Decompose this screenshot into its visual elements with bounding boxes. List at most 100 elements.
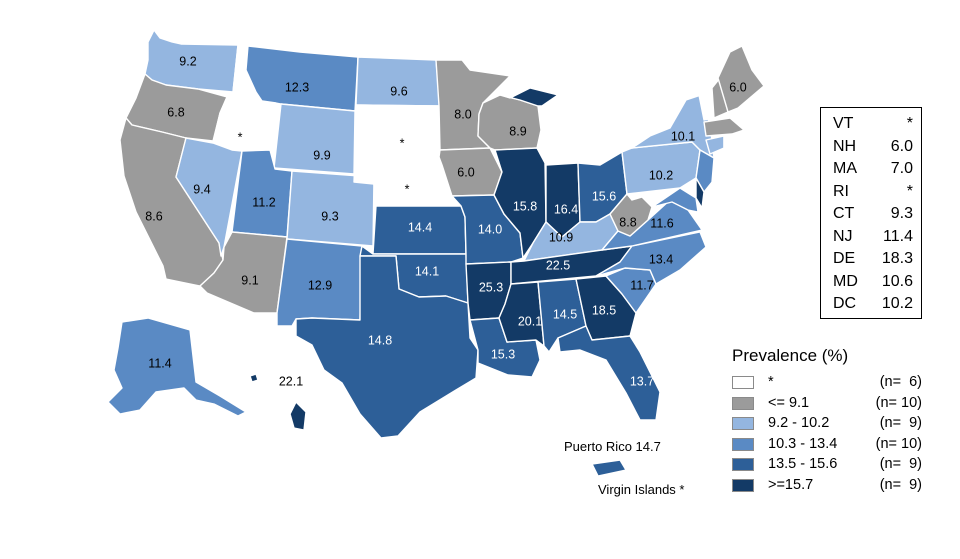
state-de[interactable] xyxy=(695,177,705,209)
state-ak[interactable] xyxy=(107,317,247,417)
value-label-ms: 20.1 xyxy=(518,314,542,328)
value-label-az: 9.1 xyxy=(241,273,258,287)
legend-swatch xyxy=(732,376,754,389)
state-value-labels: 9.2 6.8 8.6 * 9.4 12.3 9.9 11.2 9.1 9.3 12.9 9.6 * * 1… xyxy=(145,54,746,388)
value-label-mi: 15.8 xyxy=(563,148,587,162)
territory-pr[interactable] xyxy=(591,459,627,477)
legend-range-label: 10.3 - 13.4 xyxy=(768,435,838,452)
value-label-wa: 9.2 xyxy=(179,54,196,68)
value-label-me: 6.0 xyxy=(729,80,746,94)
state-me[interactable] xyxy=(717,45,765,113)
state-nc[interactable] xyxy=(595,231,707,285)
inset-state-value: 10.6 xyxy=(881,272,913,290)
legend-range-label: 13.5 - 15.6 xyxy=(768,456,838,472)
legend-count-label: (n= 9) xyxy=(879,415,922,431)
inset-state-code: DC xyxy=(833,295,857,312)
legend-item: 10.3 - 13.4 (n= 10) xyxy=(732,436,932,454)
inset-row-dc: DC 10.2 xyxy=(821,295,921,318)
state-il[interactable] xyxy=(493,147,547,259)
value-label-wy: 9.9 xyxy=(313,148,330,162)
legend-title: Prevalence (%) xyxy=(732,346,849,365)
value-label-ia: 6.0 xyxy=(457,165,474,179)
value-label-nv: 9.4 xyxy=(193,182,210,196)
value-label-ut: 11.2 xyxy=(252,195,275,209)
legend-item: 9.2 - 10.2 (n= 9) xyxy=(732,415,932,433)
value-label-nm: 12.9 xyxy=(308,278,332,292)
legend-count-label: (n= 10) xyxy=(875,394,922,411)
legend-swatch xyxy=(732,417,754,430)
value-label-id: * xyxy=(238,130,243,144)
inset-state-code: NJ xyxy=(833,227,853,245)
legend-item: <= 9.1 (n= 10) xyxy=(732,395,932,413)
inset-state-value: * xyxy=(906,182,913,200)
value-label-fl: 13.7 xyxy=(630,374,654,388)
state-nj[interactable] xyxy=(695,149,715,193)
legend-item: 13.5 - 15.6 (n= 9) xyxy=(732,456,932,474)
value-label-il: 15.8 xyxy=(513,199,537,213)
value-label-pa: 10.2 xyxy=(649,168,673,182)
value-label-mt: 12.3 xyxy=(285,80,309,94)
puerto-rico-label: Puerto Rico 14.7 xyxy=(564,439,661,454)
state-wy[interactable] xyxy=(273,103,356,175)
legend-swatch xyxy=(732,396,754,410)
value-label-ky: 10.9 xyxy=(549,230,573,244)
legend-item: * (n= 6) xyxy=(732,374,932,392)
inset-row-nh: NH 6.0 xyxy=(821,138,921,161)
value-label-wi: 8.9 xyxy=(509,124,526,138)
state-fl[interactable] xyxy=(557,325,661,421)
state-ma[interactable] xyxy=(703,117,745,137)
legend: Prevalence (%) * (n= 6) <= 9.1 (n= 10) 9.2 -… xyxy=(732,346,932,496)
value-label-ne: * xyxy=(405,182,410,196)
value-label-co: 9.3 xyxy=(321,209,338,223)
value-label-va: 11.6 xyxy=(650,216,673,230)
value-label-hi: 22.1 xyxy=(279,374,303,388)
state-nd[interactable] xyxy=(355,56,441,107)
state-ri[interactable] xyxy=(723,135,731,149)
territory-vi[interactable] xyxy=(643,503,657,513)
value-label-sd: * xyxy=(400,136,405,150)
inset-row-ct: CT 9.3 xyxy=(821,205,921,228)
value-label-mo: 14.0 xyxy=(478,222,502,236)
state-hi[interactable] xyxy=(289,401,307,431)
value-label-oh: 15.6 xyxy=(592,189,616,203)
legend-swatch xyxy=(732,437,754,451)
state-tx[interactable] xyxy=(295,255,479,439)
inset-state-code: MA xyxy=(833,160,857,177)
inset-state-code: VT xyxy=(833,115,854,132)
inset-state-code: NH xyxy=(833,137,857,155)
inset-state-code: DE xyxy=(833,250,856,267)
value-label-mn: 8.0 xyxy=(454,107,471,121)
value-label-al: 14.5 xyxy=(553,307,577,321)
legend-swatch xyxy=(732,478,754,492)
state-mi[interactable] xyxy=(499,87,559,107)
legend-count-label: (n= 9) xyxy=(879,476,922,493)
inset-state-value: 11.4 xyxy=(883,227,913,245)
inset-row-ri: RI * xyxy=(821,183,921,206)
inset-row-vt: VT * xyxy=(821,115,921,138)
value-label-ca: 8.6 xyxy=(145,209,162,223)
legend-count-label: (n= 10) xyxy=(875,435,922,452)
value-label-ar: 25.3 xyxy=(479,280,503,294)
virgin-islands-label: Virgin Islands * xyxy=(598,482,684,497)
inset-state-code: CT xyxy=(833,205,855,222)
legend-count-label: (n= 6) xyxy=(879,374,922,390)
value-label-tx: 14.8 xyxy=(368,333,392,347)
state-mt[interactable] xyxy=(245,45,359,112)
value-label-or: 6.8 xyxy=(167,105,184,119)
state-md[interactable] xyxy=(651,187,699,213)
value-label-ny: 10.1 xyxy=(671,129,695,143)
inset-state-value: 10.2 xyxy=(881,295,913,312)
legend-count-label: (n= 9) xyxy=(879,456,922,472)
value-label-ok: 14.1 xyxy=(415,264,439,278)
legend-range-label: >=15.7 xyxy=(768,476,814,493)
value-label-tn: 22.5 xyxy=(546,258,570,272)
state-hi-small-islands[interactable] xyxy=(249,373,259,383)
state-ct[interactable] xyxy=(705,135,725,155)
inset-state-value: 6.0 xyxy=(890,137,913,155)
value-label-ga: 18.5 xyxy=(592,303,616,317)
small-states-inset: VT * NH 6.0 MA 7.0 RI * CT 9.3 NJ 11.4 DE 18.3 MD 10.6 D… xyxy=(820,107,922,319)
inset-state-value: * xyxy=(906,115,913,132)
value-label-in: 16.4 xyxy=(554,202,578,216)
